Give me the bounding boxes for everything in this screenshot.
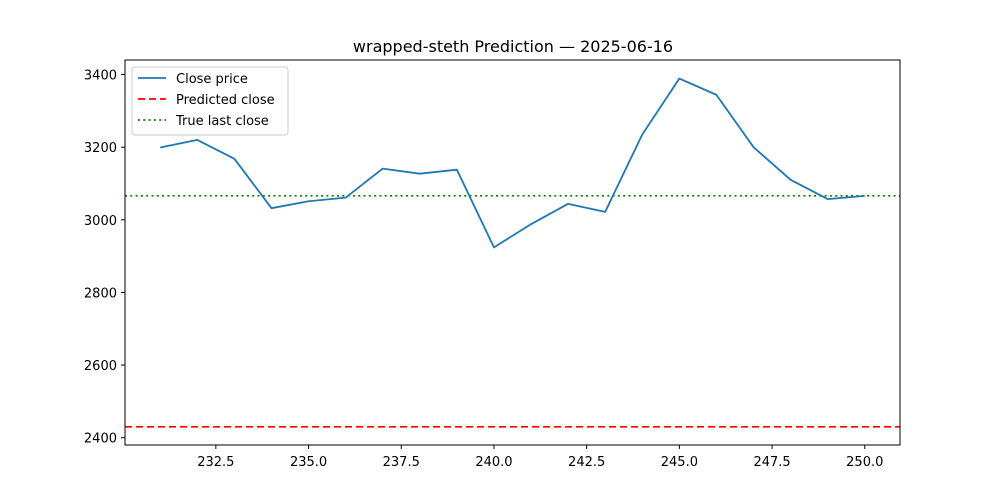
x-tick-label: 240.0 <box>475 455 512 470</box>
chart-title: wrapped-steth Prediction — 2025-06-16 <box>353 37 673 56</box>
x-tick-label: 245.0 <box>661 455 698 470</box>
legend-label-predicted-close: Predicted close <box>176 93 275 108</box>
y-tick-label: 2600 <box>84 359 117 374</box>
y-tick-label: 2800 <box>84 286 117 301</box>
legend-label-true-last-close: True last close <box>175 114 269 129</box>
x-tick-label: 247.5 <box>753 455 790 470</box>
x-tick-label: 237.5 <box>383 455 420 470</box>
x-tick-label: 242.5 <box>568 455 605 470</box>
series-line-close-price <box>160 77 865 249</box>
legend: Close price Predicted close True last clos… <box>131 66 289 136</box>
legend-label-close-price: Close price <box>176 72 248 87</box>
axes: 232.5 235.0 237.5 240.0 242.5 245.0 247.5 250.0… <box>84 59 901 470</box>
plot-area <box>125 77 900 428</box>
plot-frame <box>124 59 901 446</box>
y-tick-label: 3000 <box>84 214 117 229</box>
y-tick-label: 3200 <box>84 141 117 156</box>
y-tick-label: 3400 <box>84 69 117 84</box>
x-tick-label: 235.0 <box>290 455 327 470</box>
y-tick-label: 2400 <box>84 432 117 447</box>
legend-box <box>131 66 289 136</box>
x-tick-label: 232.5 <box>197 455 234 470</box>
x-tick-label: 250.0 <box>846 455 883 470</box>
